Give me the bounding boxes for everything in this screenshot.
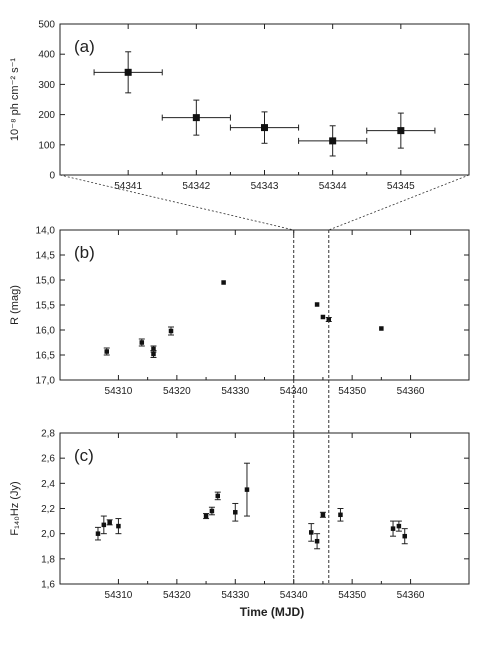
x-tick-label: 54345	[387, 181, 415, 192]
plot-frame	[59, 229, 470, 381]
panel-b: 54310 54320 54330 54340 54350 5436014,014,515…	[9, 226, 470, 397]
data-point	[402, 533, 407, 539]
data-point	[95, 531, 101, 536]
data-point	[116, 523, 121, 529]
y-tick-label: 1,6	[41, 580, 55, 591]
data-point	[124, 68, 132, 76]
data-point	[396, 523, 402, 529]
x-tick-label: 54320	[163, 386, 191, 397]
x-tick-label: 54350	[338, 386, 366, 397]
x-tick-label: 54310	[105, 386, 133, 397]
panel-c: 54310 54320 54330 54340 54350 54360 1,6 1,8 2,0 2…	[9, 429, 470, 601]
data-point	[320, 314, 326, 320]
y-tick-label: 0	[49, 171, 55, 182]
x-tick-label: 54344	[319, 181, 347, 192]
y-tick-label: 14,5	[36, 251, 56, 262]
y-tick-label: 300	[38, 80, 55, 91]
y-tick-label: 16,0	[36, 326, 56, 337]
data-point	[203, 513, 209, 519]
data-point	[390, 526, 396, 531]
data-point	[379, 326, 384, 331]
y-tick-label: 400	[38, 50, 55, 61]
y-axis-label: R (mag)	[9, 285, 21, 325]
data-point	[168, 328, 174, 334]
y-tick-label: 200	[38, 110, 55, 121]
zoom-line-right	[328, 174, 470, 231]
data-point	[104, 349, 109, 354]
data-point	[192, 114, 200, 122]
data-point	[338, 512, 343, 518]
data-point	[329, 137, 337, 145]
x-tick-label: 54310	[105, 590, 133, 601]
plot-frame	[59, 23, 470, 176]
y-tick-label: 2,0	[41, 529, 55, 540]
panel-label: (b)	[74, 243, 95, 262]
data-point	[101, 522, 107, 528]
x-axis-label: Time (MJD)	[240, 605, 304, 619]
y-tick-label: 1,8	[41, 554, 55, 565]
data-point	[308, 530, 314, 535]
y-tick-label: 14,0	[36, 226, 56, 237]
x-tick-label: 54330	[221, 590, 249, 601]
data-point	[209, 508, 215, 514]
x-tick-label: 54341	[114, 181, 142, 192]
panel-a: 54341 54342 54343 54344 54345 0 100 200 300 400 50…	[9, 20, 470, 192]
y-tick-label: 15,5	[36, 301, 56, 312]
data-point	[107, 520, 112, 525]
data-point	[151, 346, 156, 352]
panel-label: (c)	[74, 446, 94, 465]
x-tick-label: 54340	[280, 590, 308, 601]
x-tick-label: 54320	[163, 590, 191, 601]
data-point	[326, 317, 332, 322]
data-point	[244, 487, 250, 492]
data-point	[151, 351, 156, 357]
x-tick-label: 54350	[338, 590, 366, 601]
y-tick-label: 2,6	[41, 454, 55, 465]
y-tick-label: 17,0	[36, 376, 56, 387]
x-tick-label: 54343	[251, 181, 279, 192]
plot-frame	[59, 432, 470, 585]
y-axis-label: 10⁻⁸ ph cm⁻² s⁻¹	[9, 58, 21, 142]
data-point	[320, 512, 326, 518]
x-tick-label: 54330	[221, 386, 249, 397]
panel-label: (a)	[74, 37, 95, 56]
data-point	[139, 340, 145, 345]
y-tick-label: 500	[38, 20, 55, 31]
y-axis-label: F₁₄₀Hz (Jy)	[9, 481, 21, 535]
y-tick-label: 2,4	[41, 479, 55, 490]
data-point	[215, 493, 221, 499]
data-point	[221, 280, 226, 285]
y-tick-label: 2,2	[41, 504, 55, 515]
data-point	[397, 127, 405, 135]
zoom-connector	[59, 174, 470, 584]
y-tick-label: 100	[38, 140, 55, 151]
data-point	[261, 124, 268, 132]
zoom-line-left	[59, 174, 294, 231]
data-point	[314, 302, 320, 307]
y-tick-label: 2,8	[41, 429, 55, 440]
data-point	[314, 538, 320, 544]
y-tick-label: 16,5	[36, 351, 56, 362]
x-tick-label: 54342	[182, 181, 210, 192]
x-tick-label: 54360	[397, 386, 425, 397]
x-tick-label: 54360	[397, 590, 425, 601]
data-point	[233, 510, 238, 515]
y-tick-label: 15,0	[36, 276, 56, 287]
